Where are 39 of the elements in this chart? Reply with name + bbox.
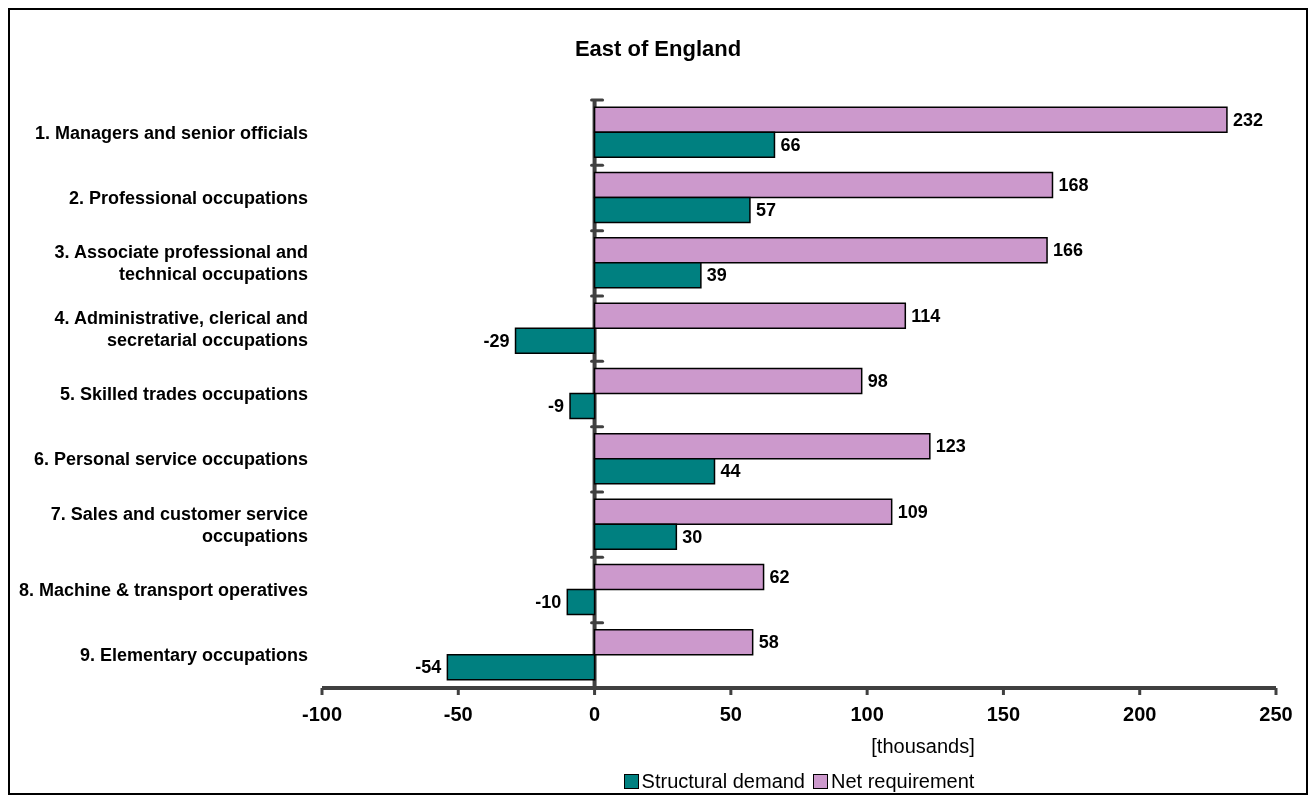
data-label: 98 [867,371,888,392]
data-label: 114 [911,305,941,326]
data-label: 66 [780,134,801,155]
data-label: 232 [1232,109,1263,130]
data-label: 168 [1058,175,1089,196]
data-label: 44 [720,461,741,482]
data-label: 123 [935,436,966,457]
x-tick-label: 200 [1123,703,1157,726]
data-label: -29 [483,330,510,351]
x-tick-label: 50 [719,703,742,726]
data-label: 109 [897,501,928,522]
data-label: 57 [755,200,776,221]
y-tick-label: 9. Elementary occupations [79,645,308,666]
legend-label: Structural demand [641,770,805,793]
y-tick-label: 4. Administrative, clerical and secretarial occupations [54,307,308,350]
y-tick-label: 2. Professional occupations [68,188,308,208]
x-tick-label: 250 [1259,703,1293,726]
y-tick-label: 3. Associate professional and technical occupations [54,242,308,285]
data-label: -9 [548,396,565,417]
data-label: 58 [758,632,779,653]
data-label: -10 [535,592,562,613]
y-tick-label: 7. Sales and customer service occupations [50,503,308,546]
legend-label: Net requirement [831,770,975,793]
data-label: -54 [415,657,442,678]
data-label: 62 [769,567,790,588]
x-axis-title: [thousands] [871,735,975,757]
y-tick-label: 6. Personal service occupations [33,449,308,470]
data-label: 39 [706,265,727,286]
y-tick-label: 5. Skilled trades occupations [59,384,308,404]
chart-title: East of England [573,36,743,62]
x-tick-label: 150 [986,703,1021,726]
data-label: 30 [682,526,703,547]
x-tick-label: 0 [589,703,601,726]
y-tick-label: 1. Managers and senior officials [34,122,308,143]
data-label: 166 [1053,240,1084,261]
y-tick-label: 8. Machine & transport operatives [18,580,308,600]
x-tick-label: -50 [443,703,473,726]
x-tick-label: 100 [850,703,884,726]
x-tick-label: -100 [301,703,343,726]
